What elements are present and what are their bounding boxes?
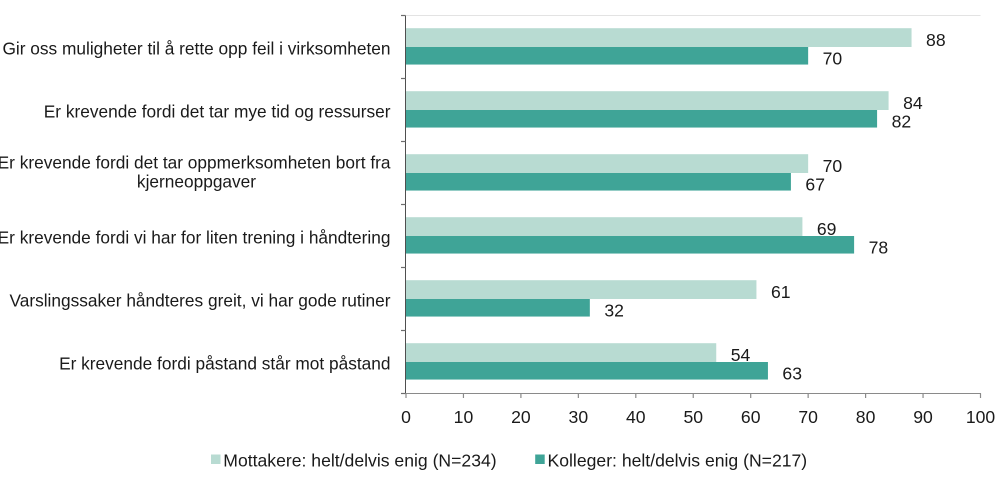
svg-text:40: 40 (626, 407, 646, 427)
svg-text:Mottakere: helt/delvis enig (N: Mottakere: helt/delvis enig (N=234) (223, 451, 496, 471)
svg-text:Er krevende fordi det tar oppm: Er krevende fordi det tar oppmerksomhete… (0, 153, 391, 173)
svg-text:50: 50 (683, 407, 703, 427)
svg-text:Er krevende fordi det tar mye: Er krevende fordi det tar mye tid og res… (44, 102, 391, 122)
svg-text:90: 90 (913, 407, 933, 427)
svg-text:100: 100 (966, 407, 996, 427)
svg-text:70: 70 (823, 48, 843, 68)
svg-text:63: 63 (782, 363, 802, 383)
svg-text:Kolleger: helt/delvis enig (N=: Kolleger: helt/delvis enig (N=217) (548, 451, 808, 471)
svg-text:61: 61 (771, 282, 791, 302)
svg-text:54: 54 (731, 345, 751, 365)
svg-text:Varslingssaker håndteres greit: Varslingssaker håndteres greit, vi har g… (9, 291, 390, 311)
svg-text:82: 82 (892, 111, 912, 131)
svg-text:84: 84 (903, 93, 923, 113)
svg-text:60: 60 (741, 407, 761, 427)
svg-text:10: 10 (454, 407, 474, 427)
svg-text:20: 20 (511, 407, 531, 427)
svg-text:Er krevende fordi vi har for l: Er krevende fordi vi har for liten treni… (0, 228, 391, 248)
svg-text:32: 32 (604, 300, 624, 320)
svg-text:78: 78 (869, 237, 889, 257)
svg-text:30: 30 (569, 407, 589, 427)
svg-text:88: 88 (926, 30, 946, 50)
svg-text:67: 67 (805, 174, 825, 194)
svg-text:kjerneoppgaver: kjerneoppgaver (137, 172, 256, 192)
svg-text:70: 70 (798, 407, 818, 427)
svg-text:69: 69 (817, 219, 837, 239)
svg-text:Gir oss muligheter til å rette: Gir oss muligheter til å rette opp feil … (2, 39, 390, 59)
svg-text:70: 70 (823, 156, 843, 176)
svg-text:80: 80 (856, 407, 876, 427)
svg-text:Er krevende fordi påstand står: Er krevende fordi påstand står mot påsta… (59, 354, 390, 374)
svg-text:0: 0 (401, 407, 411, 427)
